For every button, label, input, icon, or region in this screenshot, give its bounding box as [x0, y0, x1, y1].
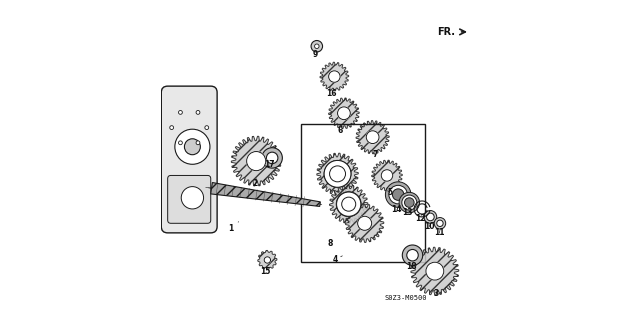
- Text: 5: 5: [387, 188, 392, 197]
- FancyBboxPatch shape: [161, 86, 217, 233]
- Circle shape: [434, 218, 445, 229]
- Bar: [301, 124, 425, 262]
- Circle shape: [436, 220, 443, 226]
- Circle shape: [403, 245, 422, 265]
- Text: 2: 2: [252, 179, 257, 188]
- Text: 4: 4: [333, 255, 342, 264]
- Text: 17: 17: [264, 160, 275, 168]
- Polygon shape: [411, 247, 459, 295]
- Circle shape: [175, 129, 210, 164]
- Circle shape: [366, 131, 379, 144]
- Polygon shape: [320, 62, 349, 91]
- Polygon shape: [372, 160, 403, 191]
- Text: 3: 3: [434, 289, 439, 298]
- Circle shape: [399, 192, 420, 213]
- Text: 9: 9: [312, 50, 317, 59]
- Circle shape: [402, 195, 417, 210]
- Circle shape: [426, 262, 444, 280]
- Text: 12: 12: [415, 214, 426, 223]
- Circle shape: [404, 198, 414, 207]
- Circle shape: [246, 152, 266, 171]
- Text: 1: 1: [228, 222, 239, 233]
- Polygon shape: [211, 182, 321, 206]
- Circle shape: [389, 185, 408, 204]
- Polygon shape: [258, 250, 277, 270]
- Circle shape: [358, 216, 372, 230]
- Circle shape: [179, 110, 182, 114]
- Circle shape: [262, 148, 282, 168]
- FancyBboxPatch shape: [168, 175, 211, 223]
- Polygon shape: [330, 185, 368, 223]
- Circle shape: [181, 187, 204, 209]
- Circle shape: [184, 139, 200, 155]
- Text: 7: 7: [372, 150, 378, 159]
- Text: 13: 13: [402, 208, 413, 217]
- Circle shape: [426, 213, 434, 221]
- Circle shape: [196, 141, 200, 145]
- Circle shape: [311, 41, 323, 52]
- Circle shape: [407, 249, 419, 261]
- Polygon shape: [317, 153, 358, 195]
- Text: FR.: FR.: [437, 27, 455, 37]
- Circle shape: [196, 110, 200, 114]
- Polygon shape: [346, 204, 384, 242]
- Text: 8: 8: [328, 239, 333, 248]
- Circle shape: [337, 107, 350, 120]
- Circle shape: [315, 44, 319, 48]
- Circle shape: [266, 152, 278, 164]
- Text: 6: 6: [337, 126, 343, 135]
- Circle shape: [381, 170, 393, 181]
- Circle shape: [330, 166, 346, 182]
- Text: 14: 14: [392, 205, 402, 214]
- Polygon shape: [231, 136, 281, 186]
- Circle shape: [324, 160, 351, 187]
- Circle shape: [324, 160, 351, 187]
- Text: 18: 18: [406, 262, 417, 271]
- Circle shape: [392, 189, 404, 200]
- Polygon shape: [356, 121, 389, 154]
- Text: 11: 11: [434, 228, 445, 237]
- Polygon shape: [328, 98, 359, 129]
- Text: 10: 10: [424, 222, 435, 231]
- Circle shape: [337, 192, 361, 216]
- Circle shape: [385, 182, 411, 207]
- Circle shape: [205, 126, 209, 130]
- Text: 16: 16: [326, 89, 337, 98]
- Circle shape: [424, 211, 436, 223]
- Text: S0Z3-M0500: S0Z3-M0500: [385, 295, 428, 301]
- Circle shape: [170, 126, 173, 130]
- Circle shape: [342, 197, 356, 211]
- Circle shape: [179, 141, 182, 145]
- Circle shape: [336, 192, 361, 217]
- Circle shape: [328, 71, 340, 82]
- Circle shape: [264, 257, 271, 263]
- Text: 15: 15: [260, 267, 270, 276]
